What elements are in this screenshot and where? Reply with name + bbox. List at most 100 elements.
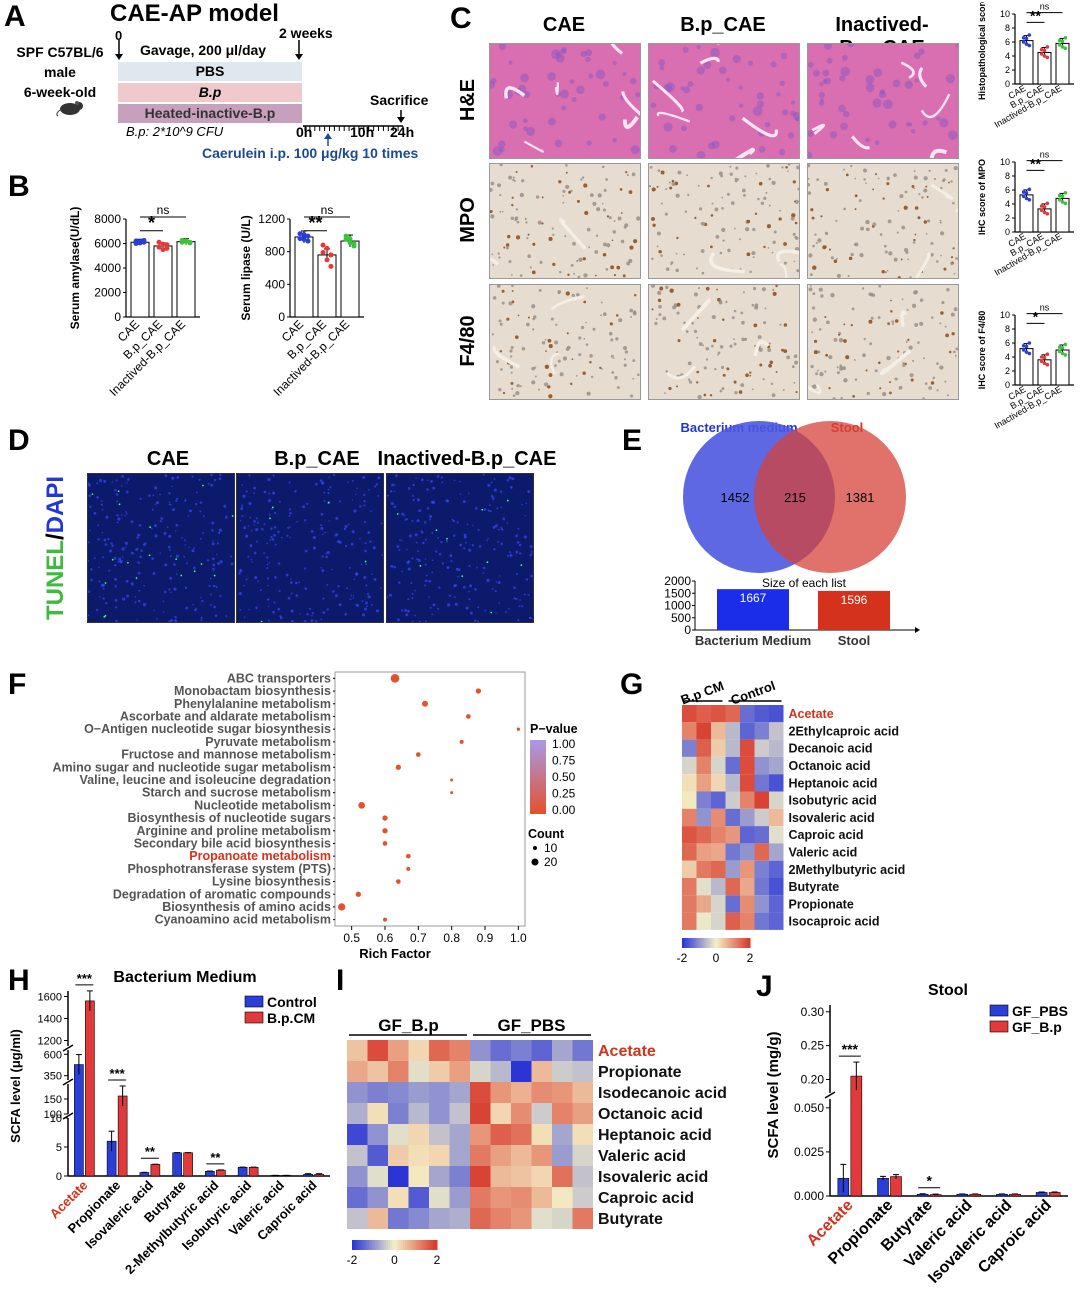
stain-dot: [793, 381, 796, 384]
dapi-dot: [191, 549, 195, 553]
stain-dot: [928, 386, 932, 390]
dapi-dot: [270, 536, 273, 539]
stain-dot: [665, 285, 669, 290]
heatmap-cell: [711, 878, 726, 896]
mouse-age: 6-week-old: [23, 84, 97, 100]
dapi-dot: [212, 568, 215, 571]
dapi-dot: [247, 555, 250, 558]
stain-dot: [793, 200, 796, 203]
stain-dot: [659, 286, 664, 291]
gavage-label: Gavage, 200 μl/day: [140, 42, 267, 58]
stain-dot: [765, 191, 768, 194]
tunel-dot: [506, 499, 509, 502]
tissue-texture: [649, 164, 799, 278]
dapi-dot: [114, 564, 117, 567]
stain-dot: [564, 235, 567, 238]
data-point: [1063, 36, 1068, 40]
tunel-dot: [180, 574, 183, 577]
dapi-dot: [174, 616, 177, 619]
scale-cell: [724, 938, 727, 948]
stain-dot: [670, 263, 673, 266]
injection-arrow-icon: [324, 133, 332, 146]
time-0h: 0h: [296, 124, 313, 140]
dapi-dot: [192, 566, 196, 570]
stain-dot: [838, 337, 844, 343]
stain-dot: [576, 260, 579, 262]
scale-cell: [685, 938, 688, 948]
nucleus: [707, 142, 716, 150]
nucleus: [569, 79, 575, 85]
stain-dot: [715, 235, 720, 239]
heatmap-cell: [531, 1061, 552, 1082]
stain-dot: [603, 242, 607, 247]
stain-dot: [726, 192, 730, 196]
scale-tick: 2: [434, 1253, 441, 1267]
scale-cell: [716, 938, 719, 948]
stain-dot: [498, 319, 502, 323]
data-point: [1021, 348, 1026, 352]
dapi-dot: [467, 492, 470, 495]
mouse-strain: SPF C57BL/6: [16, 44, 104, 60]
dapi-dot: [88, 541, 90, 544]
c-row-header-wrap-2: F4/80: [455, 284, 485, 398]
stain-dot: [623, 363, 627, 367]
dapi-dot: [354, 572, 358, 576]
stain-dot: [792, 180, 796, 184]
tunel-dot: [213, 574, 216, 577]
stain-dot: [854, 208, 857, 211]
heatmap-cell: [429, 1103, 450, 1124]
heatmap-cell: [754, 774, 769, 792]
dapi-dot: [363, 521, 367, 524]
scale-cell: [398, 1240, 402, 1250]
chart-title: Stool: [928, 982, 968, 999]
stain-dot: [657, 298, 662, 303]
dapi-dot: [350, 594, 353, 597]
dapi-dot: [130, 582, 134, 586]
dapi-dot: [272, 474, 275, 477]
stain-dot: [630, 394, 634, 398]
dapi-dot: [298, 581, 301, 584]
stain-dot: [512, 176, 515, 179]
data-point: [1063, 191, 1068, 195]
heatmap-cell: [572, 1208, 593, 1229]
nucleus: [630, 145, 640, 155]
dapi-dot: [268, 562, 271, 564]
data-point: [1039, 355, 1044, 359]
stain-dot: [697, 394, 702, 399]
dapi-dot: [411, 557, 414, 560]
dapi-dot: [273, 601, 276, 604]
tissue-septum: [610, 44, 624, 55]
stain-dot: [896, 231, 899, 234]
heatmap-cell: [725, 895, 740, 913]
venn-right-circle: [754, 421, 906, 573]
stain-dot: [752, 256, 755, 259]
dapi-dot: [329, 486, 332, 489]
sig-mark: **: [1030, 155, 1041, 171]
stain-dot: [589, 360, 592, 364]
stain-dot: [755, 172, 758, 175]
stain-dot: [592, 327, 596, 331]
dapi-dot: [312, 535, 316, 540]
data-point: [1027, 198, 1032, 202]
nucleus: [770, 61, 777, 68]
dapi-dot: [488, 504, 491, 507]
dapi-dot: [295, 594, 298, 597]
dapi-dot: [130, 520, 134, 524]
dapi-dot: [117, 560, 120, 563]
dapi-dot: [432, 603, 436, 607]
dapi-dot: [163, 590, 167, 594]
heatmap-cell: [429, 1124, 450, 1145]
dapi-dot: [420, 531, 424, 534]
dapi-dot: [303, 620, 307, 622]
nucleus: [729, 115, 736, 122]
stain-dot: [953, 307, 958, 312]
heatmap-cell: [754, 826, 769, 844]
stain-dot: [576, 293, 580, 297]
tunel-dot: [231, 515, 234, 517]
heatmap-cell: [682, 739, 697, 757]
data-point: [1021, 36, 1026, 40]
scale-cell: [407, 1240, 410, 1250]
stain-dot: [869, 342, 873, 346]
dapi-dot: [319, 479, 323, 483]
